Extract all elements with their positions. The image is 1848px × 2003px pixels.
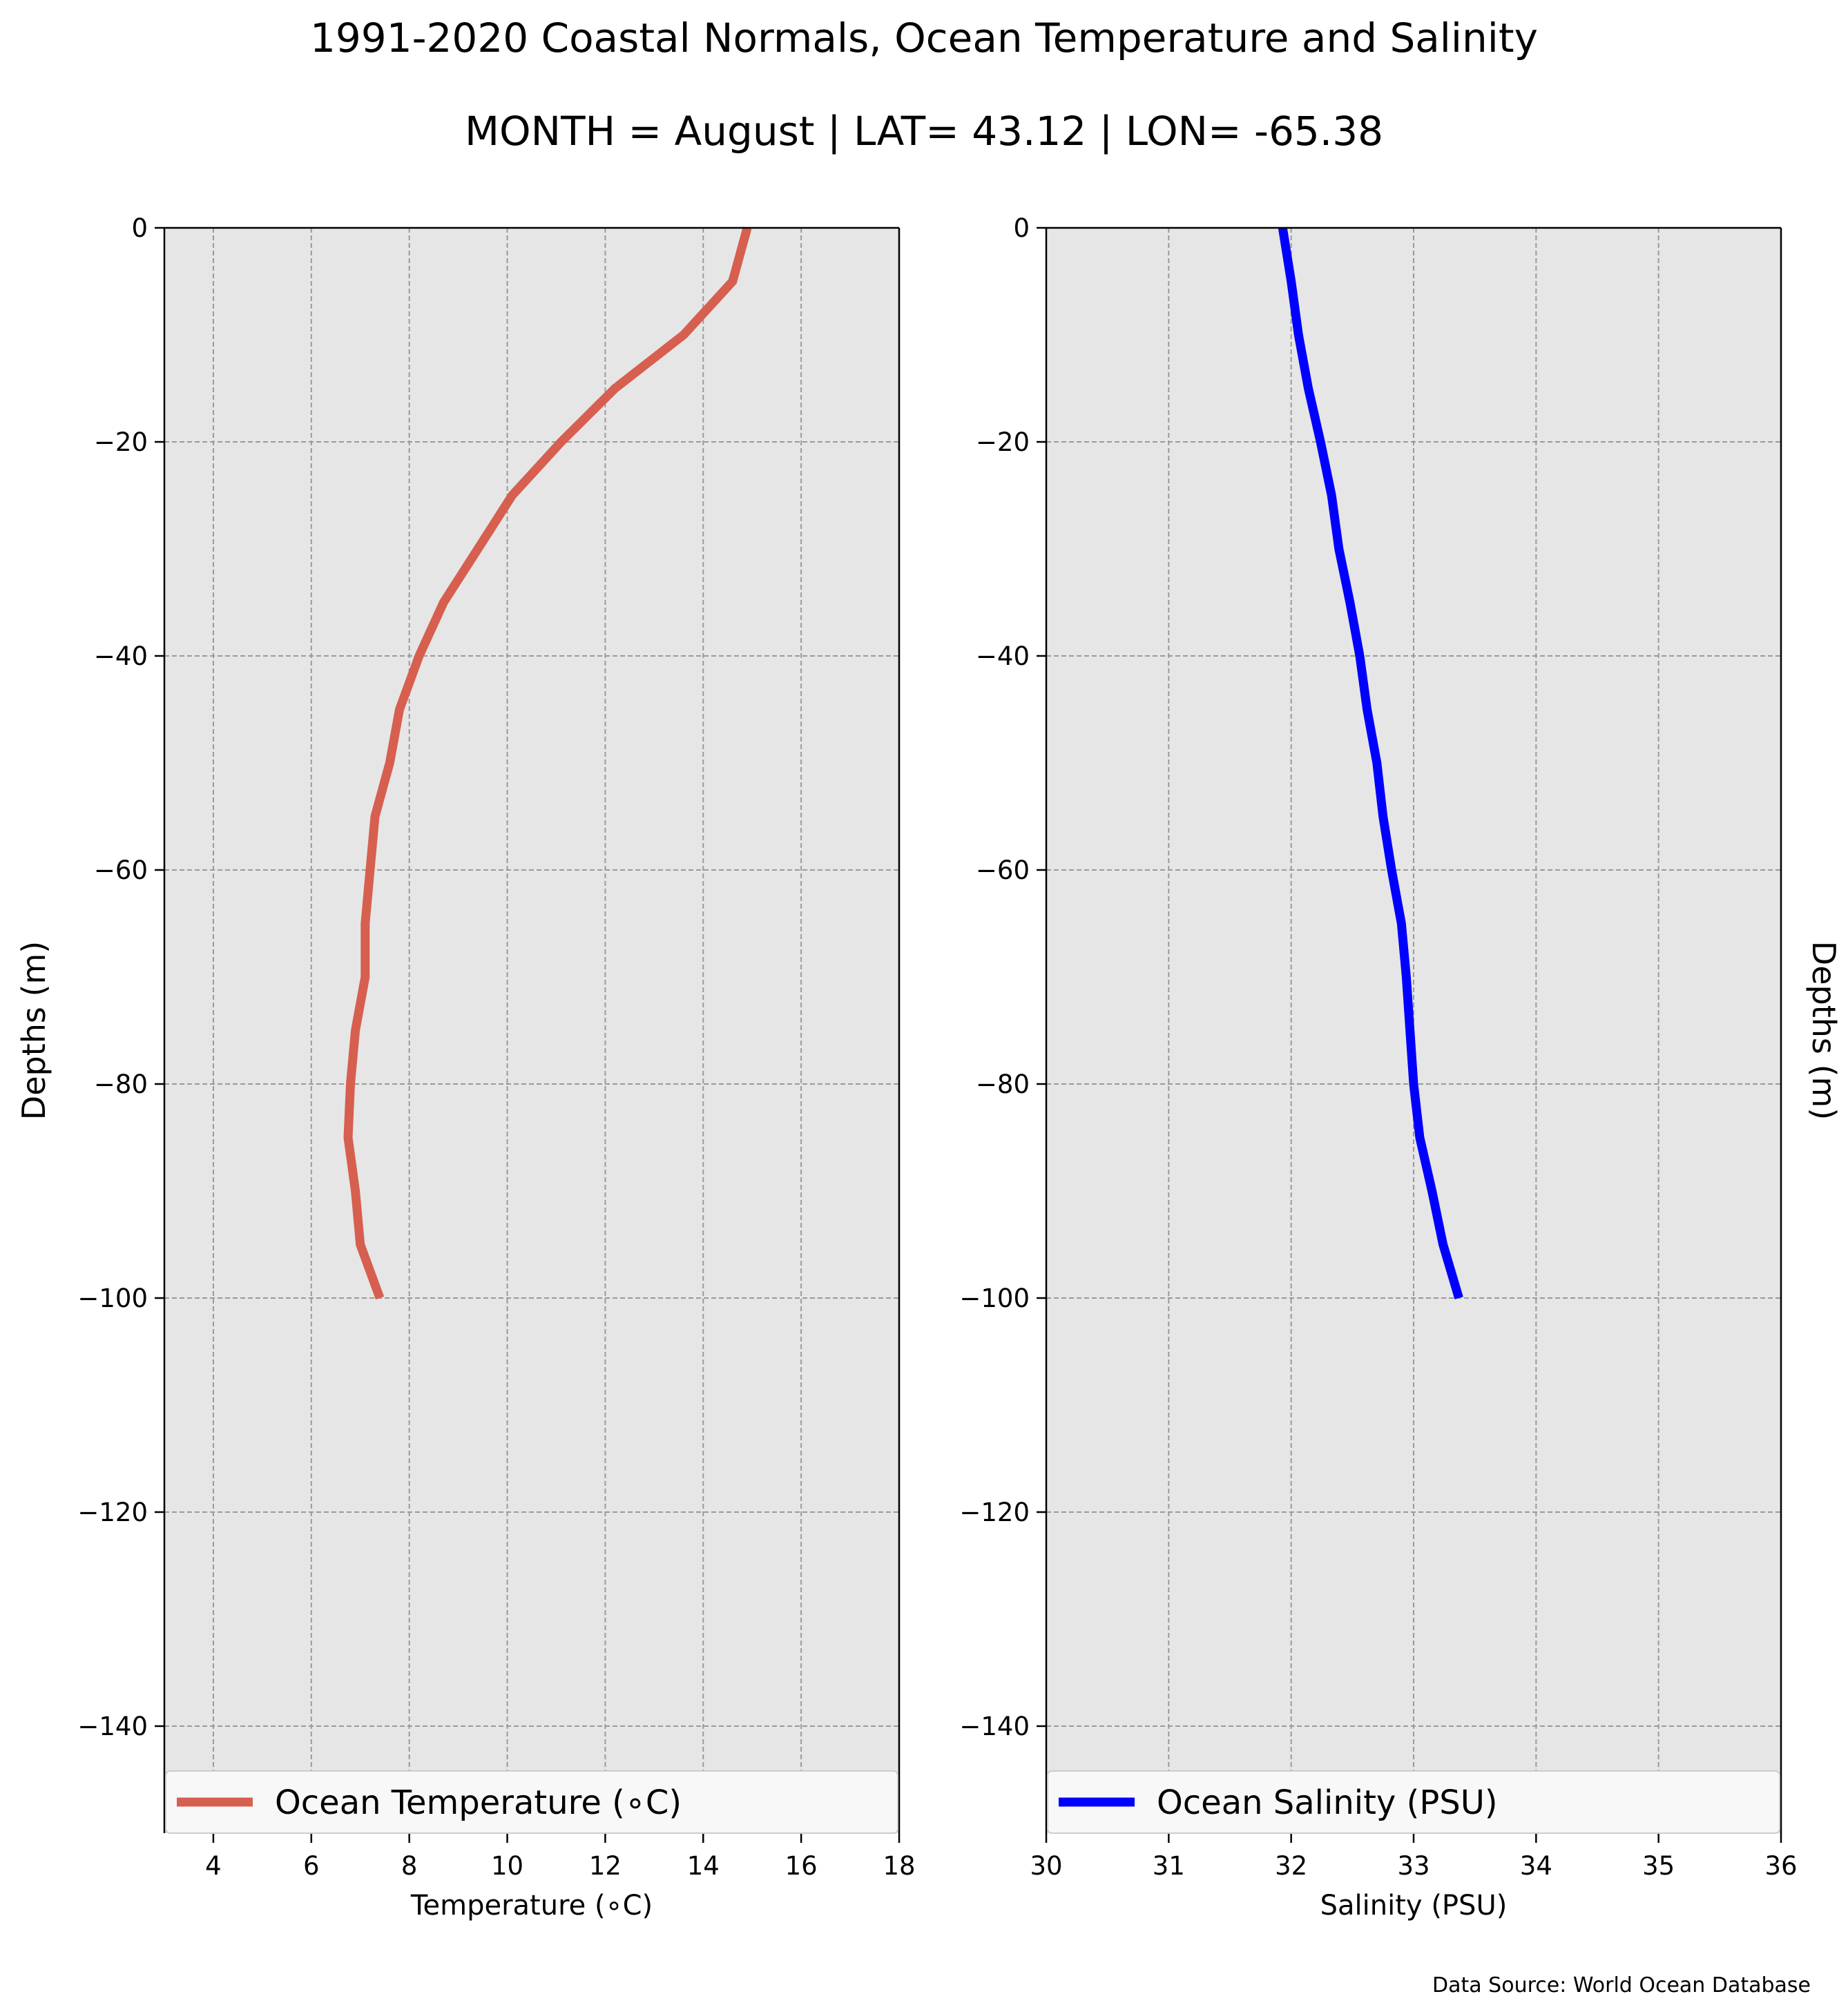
salinity-series-line xyxy=(1278,226,1463,1299)
salinity-x-axis-label: Salinity (PSU) xyxy=(1320,1890,1508,1922)
temperature-series-line xyxy=(343,226,752,1300)
salinity-legend: Ocean Salinity (PSU) xyxy=(1047,1770,1780,1834)
temperature-x-tick-label: 6 xyxy=(303,1851,320,1881)
salinity-x-tick-label: 31 xyxy=(1153,1851,1185,1881)
temperature-y-tick-label: −140 xyxy=(77,1712,148,1741)
salinity-y-tick-label: −120 xyxy=(959,1498,1030,1527)
temperature-x-tick-label: 10 xyxy=(491,1851,523,1881)
temperature-y-tick-label: −120 xyxy=(77,1498,148,1527)
temperature-x-axis-label: Temperature (∘C) xyxy=(410,1890,653,1922)
temperature-y-tick-label: −100 xyxy=(77,1284,148,1313)
temperature-y-tick-label: −20 xyxy=(94,427,148,457)
salinity-y-tick-label: −20 xyxy=(976,427,1030,457)
salinity-legend-box xyxy=(1047,1770,1780,1834)
salinity-x-tick-label: 36 xyxy=(1764,1851,1797,1881)
temperature-x-tick-label: 18 xyxy=(883,1851,915,1881)
salinity-y-tick-label: −140 xyxy=(959,1712,1030,1741)
temperature-x-tick-label: 8 xyxy=(401,1851,418,1881)
temperature-x-tick-label: 4 xyxy=(205,1851,222,1881)
temperature-y-tick-label: −80 xyxy=(94,1070,148,1099)
temperature-legend-label: Ocean Temperature (∘C) xyxy=(275,1783,682,1822)
salinity-x-tick-label: 30 xyxy=(1030,1851,1062,1881)
salinity-panel: 0 −20 −40 −60 −80 −100 −120 −140 30 31 32 33 34 35 36 S… xyxy=(959,213,1842,1922)
data-source-note: Data Source: World Ocean Database xyxy=(1432,1973,1811,1997)
temperature-y-axis-label: Depths (m) xyxy=(15,941,52,1120)
salinity-y-axis-label: Depths (m) xyxy=(1805,941,1842,1120)
salinity-x-tick-label: 34 xyxy=(1520,1851,1552,1881)
salinity-x-tick-label: 32 xyxy=(1275,1851,1307,1881)
chart-subtitle: MONTH = August | LAT= 43.12 | LON= -65.3… xyxy=(465,108,1383,155)
temperature-legend-box xyxy=(165,1770,898,1834)
plots: 0 −20 −40 −60 −80 −100 −120 −140 4 6 8 10 12 14 16 18 Te… xyxy=(15,213,1842,1922)
salinity-y-tick-label: 0 xyxy=(1013,213,1030,243)
salinity-y-tick-label: −80 xyxy=(976,1070,1030,1099)
temperature-y-tick-label: −60 xyxy=(94,855,148,885)
salinity-legend-label: Ocean Salinity (PSU) xyxy=(1157,1783,1498,1822)
temperature-y-tick-label: −40 xyxy=(94,641,148,671)
temperature-x-tick-label: 16 xyxy=(785,1851,818,1881)
temperature-panel: 0 −20 −40 −60 −80 −100 −120 −140 4 6 8 10 12 14 16 18 Te… xyxy=(15,213,916,1922)
salinity-y-tick-label: −40 xyxy=(976,641,1030,671)
temperature-plot-background xyxy=(164,228,899,1833)
temperature-legend: Ocean Temperature (∘C) xyxy=(165,1770,898,1834)
salinity-x-tick-label: 35 xyxy=(1642,1851,1675,1881)
salinity-y-tick-label: −60 xyxy=(976,855,1030,885)
temperature-x-tick-label: 14 xyxy=(687,1851,720,1881)
salinity-x-tick-label: 33 xyxy=(1397,1851,1430,1881)
chart-title: 1991-2020 Coastal Normals, Ocean Tempera… xyxy=(310,14,1538,61)
salinity-y-tick-label: −100 xyxy=(959,1284,1030,1313)
temperature-x-tick-label: 12 xyxy=(589,1851,622,1881)
temperature-y-tick-label: 0 xyxy=(131,213,148,243)
